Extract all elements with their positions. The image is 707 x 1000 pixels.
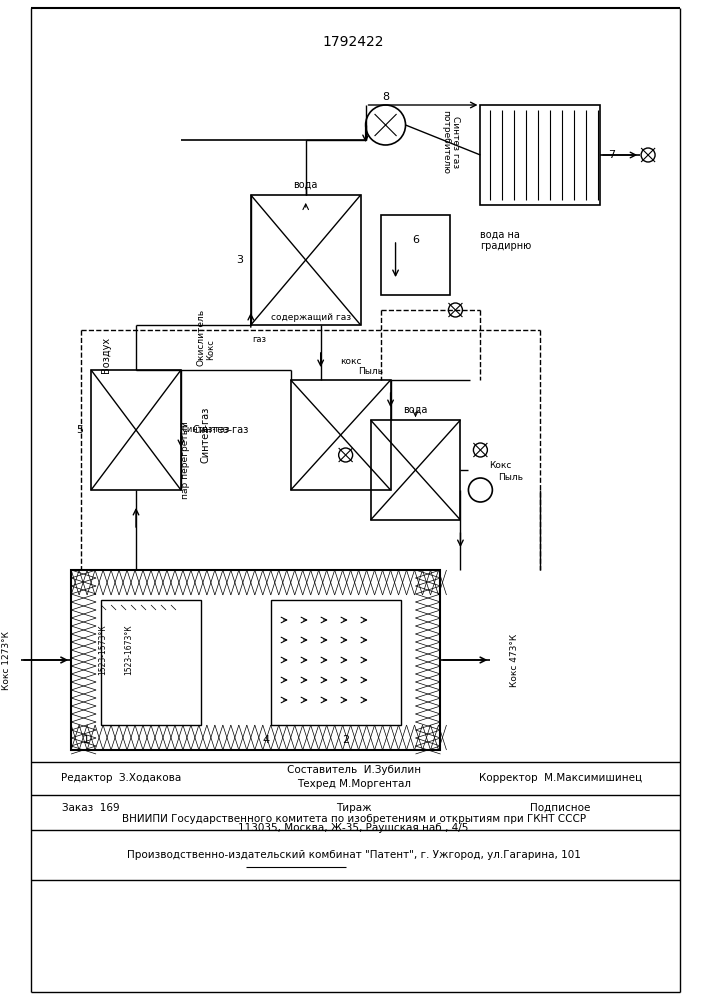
Text: Пыль: Пыль	[358, 367, 383, 376]
Text: Пыль: Пыль	[498, 474, 523, 483]
Bar	[380, 215, 450, 295]
Bar	[91, 370, 181, 490]
Text: 6: 6	[412, 235, 419, 245]
Bar	[480, 105, 600, 205]
Text: Производственно-издательский комбинат "Патент", г. Ужгород, ул.Гагарина, 101: Производственно-издательский комбинат "П…	[127, 850, 580, 860]
Bar	[251, 195, 361, 325]
Text: 8: 8	[382, 92, 389, 102]
Text: Кокс 1273°К: Кокс 1273°К	[2, 631, 11, 690]
Text: 7: 7	[608, 150, 615, 160]
Text: Корректор  М.Максимишинец: Корректор М.Максимишинец	[479, 773, 642, 783]
Text: Синтез-газ: Синтез-газ	[193, 425, 249, 435]
Text: Техред М.Моргентал: Техред М.Моргентал	[297, 779, 411, 789]
Text: 113035, Москва, Ж-35, Раушская наб., 4/5: 113035, Москва, Ж-35, Раушская наб., 4/5	[238, 823, 469, 833]
Text: Кокс: Кокс	[206, 340, 216, 360]
Text: Синтез-газ: Синтез-газ	[201, 407, 211, 463]
Text: ВНИИПИ Государственного комитета по изобретениям и открытиям при ГКНТ СССР: ВНИИПИ Государственного комитета по изоб…	[122, 814, 585, 824]
Text: Окислитель: Окислитель	[197, 308, 206, 366]
Bar	[101, 600, 201, 725]
Text: вода: вода	[293, 180, 318, 190]
Bar	[71, 570, 440, 750]
Text: Составитель  И.Зубилин: Составитель И.Зубилин	[286, 765, 421, 775]
Text: содержащий газ: содержащий газ	[271, 314, 351, 322]
Text: кокс: кокс	[340, 358, 361, 366]
Text: вода на
градирню: вода на градирню	[480, 229, 532, 251]
Text: Кокс: Кокс	[489, 460, 512, 470]
Text: 1: 1	[83, 735, 90, 745]
Text: 1523-1573°К: 1523-1573°К	[98, 625, 107, 675]
Text: 4: 4	[262, 735, 269, 745]
Text: вода: вода	[403, 405, 428, 415]
Text: 5: 5	[76, 425, 83, 435]
Text: Воздух: Воздух	[101, 337, 111, 373]
Text: 3: 3	[236, 255, 243, 265]
Text: Синтез газ
потребителю: Синтез газ потребителю	[440, 110, 460, 174]
Text: газ: газ	[252, 336, 266, 344]
Text: Кокс 473°К: Кокс 473°К	[510, 633, 520, 687]
Bar	[370, 420, 460, 520]
Text: Подписное: Подписное	[530, 803, 590, 813]
Text: пар перегретый: пар перегретый	[182, 421, 190, 499]
Text: 2: 2	[342, 735, 349, 745]
Text: Редактор  З.Ходакова: Редактор З.Ходакова	[61, 773, 181, 783]
Text: Синтез-газ: Синтез-газ	[182, 426, 230, 434]
Text: 1523-1673°К: 1523-1673°К	[124, 625, 134, 675]
Text: Тираж: Тираж	[336, 803, 371, 813]
Text: 1792422: 1792422	[323, 35, 385, 49]
Bar	[271, 600, 401, 725]
Text: Заказ  169: Заказ 169	[62, 803, 120, 813]
Bar	[291, 380, 390, 490]
